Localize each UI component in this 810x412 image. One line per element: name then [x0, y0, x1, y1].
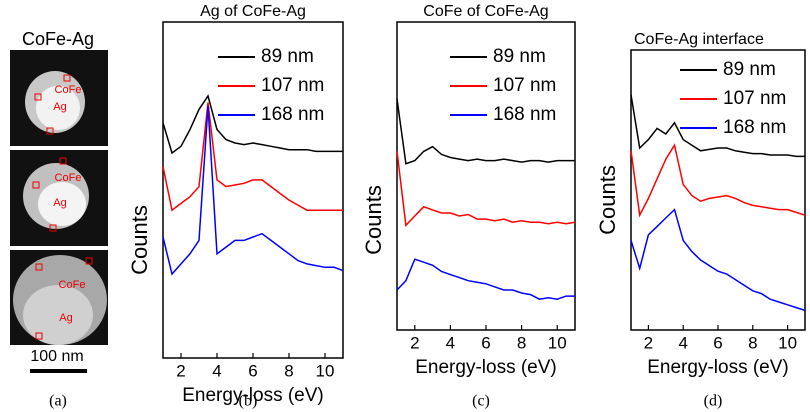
- scale-bar-label: 100 nm: [30, 348, 83, 365]
- x-tick-label: 8: [517, 333, 526, 352]
- region-label: CoFe: [59, 279, 86, 291]
- legend-label: 168 nm: [723, 117, 786, 138]
- x-tick-label: 2: [176, 361, 185, 380]
- x-tick-label: 8: [284, 361, 293, 380]
- region-label: Ag: [53, 101, 66, 113]
- region-label: Ag: [59, 312, 72, 324]
- legend-label: 89 nm: [493, 46, 546, 67]
- x-axis-label: Energy-loss (eV): [182, 385, 324, 406]
- spectrum-line: [162, 102, 343, 212]
- caption: (b): [239, 393, 258, 410]
- image-title: CoFe-Ag: [22, 29, 94, 49]
- x-tick-label: 10: [316, 361, 335, 380]
- spectrum-line: [396, 258, 575, 300]
- x-axis-label: Energy-loss (eV): [647, 357, 789, 378]
- micrograph: [10, 50, 108, 345]
- chart-title: CoFe-Ag interface: [634, 31, 764, 48]
- scale-bar: [30, 369, 87, 373]
- legend-label: 107 nm: [261, 75, 324, 96]
- x-tick-label: 2: [410, 333, 419, 352]
- region-label: CoFe: [55, 84, 82, 96]
- spectrum-line: [396, 98, 575, 165]
- spectrum-line: [630, 208, 806, 312]
- x-tick-label: 10: [548, 333, 567, 352]
- legend-label: 89 nm: [261, 46, 314, 67]
- legend-label: 168 nm: [493, 104, 556, 125]
- y-axis-label: Counts: [361, 185, 386, 255]
- spectrum-line: [630, 94, 805, 158]
- x-tick-label: 10: [778, 333, 797, 352]
- x-tick-label: 6: [713, 333, 722, 352]
- x-tick-label: 6: [248, 361, 257, 380]
- caption: (c): [472, 393, 490, 410]
- chart-title: Ag of CoFe-Ag: [200, 3, 306, 20]
- plot-frame: [162, 21, 344, 359]
- spectrum-line: [162, 105, 344, 276]
- spectrum-line: [630, 143, 806, 218]
- caption: (d): [704, 393, 723, 410]
- legend-label: 107 nm: [493, 75, 556, 96]
- x-tick-label: 4: [678, 333, 687, 352]
- x-axis-label: Energy-loss (eV): [415, 357, 557, 378]
- spectrum-line: [162, 94, 343, 155]
- x-tick-label: 4: [212, 361, 221, 380]
- x-tick-label: 8: [748, 333, 757, 352]
- region-label: Ag: [53, 197, 66, 209]
- y-axis-label: Counts: [127, 205, 152, 275]
- caption: (a): [49, 393, 67, 410]
- chart-title: CoFe of CoFe-Ag: [423, 3, 548, 20]
- region-label: CoFe: [55, 172, 82, 184]
- x-tick-label: 2: [644, 333, 653, 352]
- x-tick-label: 4: [446, 333, 455, 352]
- legend-label: 89 nm: [723, 59, 776, 80]
- x-tick-label: 6: [481, 333, 490, 352]
- y-axis-label: Counts: [595, 165, 620, 235]
- legend-label: 107 nm: [723, 88, 786, 109]
- spectrum-line: [396, 151, 576, 227]
- legend-label: 168 nm: [261, 104, 324, 125]
